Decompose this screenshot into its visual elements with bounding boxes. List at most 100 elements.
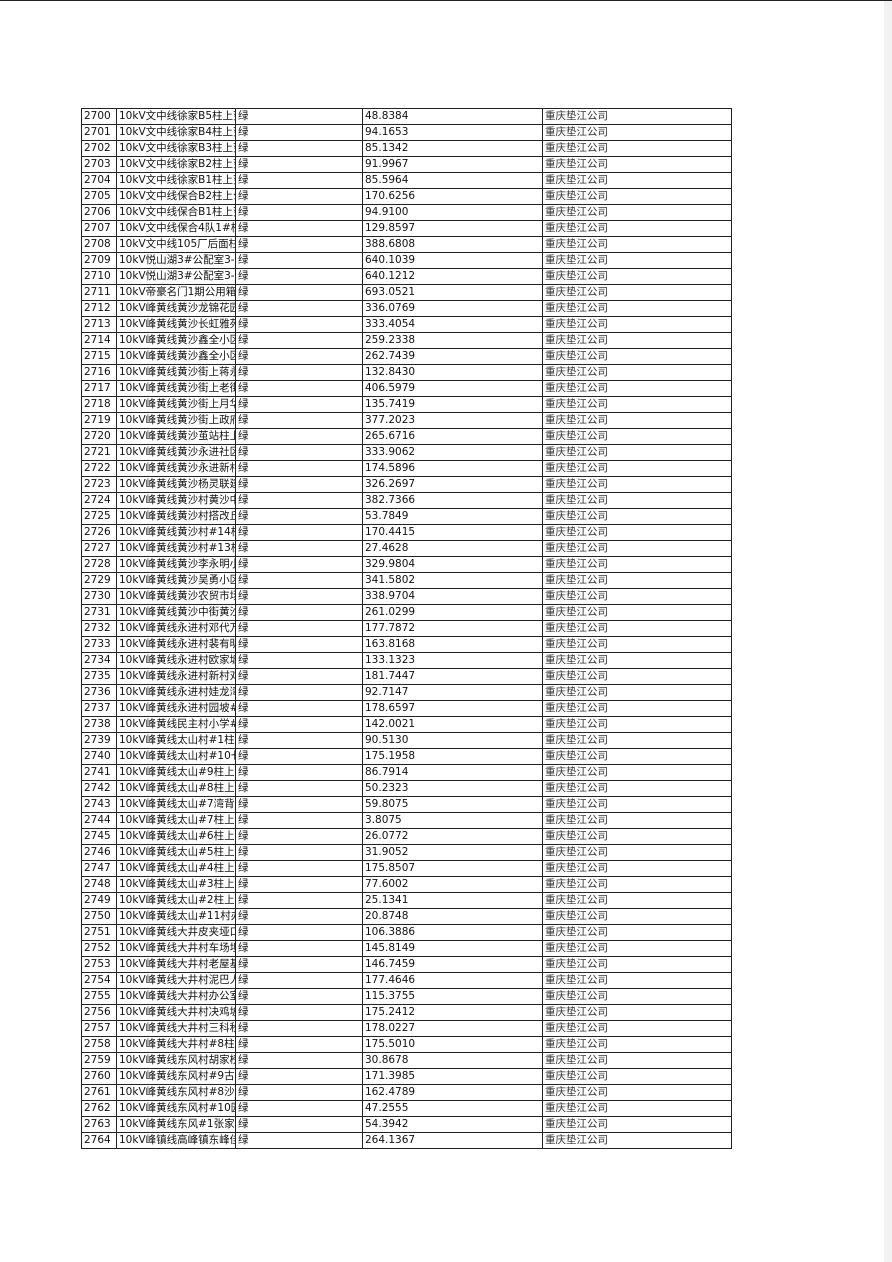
status-cell: 绿 [235,780,363,797]
value-cell: 54.3942 [362,1116,543,1133]
value-cell: 333.4054 [362,316,543,333]
table-row: 2702 10kV文中线徐家B3柱上变绿 85.1342 重庆垫江公司 [81,140,732,157]
value-cell: 94.1653 [362,124,543,141]
table-row: 2705 10kV文中线保合B2柱上公绿 170.6256 重庆垫江公司 [81,188,732,205]
status-cell: 绿 [235,364,363,381]
row-id-cell: 2749 [81,892,117,909]
row-id-cell: 2753 [81,956,117,973]
table-row: 2732 10kV峰黄线永进村邓代万绿 177.7872 重庆垫江公司 [81,620,732,637]
equipment-name-cell: 10kV峰黄线大井村#8柱上 [116,1036,236,1053]
value-cell: 133.1323 [362,652,543,669]
status-cell: 绿 [235,492,363,509]
row-id-cell: 2762 [81,1100,117,1117]
table-row: 2707 10kV文中线保合4队1#柱绿 129.8597 重庆垫江公司 [81,220,732,237]
company-cell: 重庆垫江公司 [542,1020,732,1037]
status-cell: 绿 [235,684,363,701]
row-id-cell: 2732 [81,620,117,637]
table-row: 2748 10kV峰黄线太山#3柱上公绿 77.6002 重庆垫江公司 [81,876,732,893]
table-row: 2749 10kV峰黄线太山#2柱上公绿 25.1341 重庆垫江公司 [81,892,732,909]
row-id-cell: 2736 [81,684,117,701]
table-row: 2764 10kV峰镇线高峰镇东峰佳绿 264.1367 重庆垫江公司 [81,1132,732,1149]
equipment-name-cell: 10kV峰黄线黄沙吴勇小区 [116,572,236,589]
status-cell: 绿 [235,572,363,589]
company-cell: 重庆垫江公司 [542,268,732,285]
equipment-name-cell: 10kV峰黄线永进村欧家塘 [116,652,236,669]
status-cell: 绿 [235,652,363,669]
value-cell: 132.8430 [362,364,543,381]
value-cell: 640.1212 [362,268,543,285]
status-cell: 绿 [235,268,363,285]
status-cell: 绿 [235,972,363,989]
value-cell: 175.5010 [362,1036,543,1053]
row-id-cell: 2731 [81,604,117,621]
value-cell: 265.6716 [362,428,543,445]
company-cell: 重庆垫江公司 [542,604,732,621]
row-id-cell: 2724 [81,492,117,509]
value-cell: 177.4646 [362,972,543,989]
status-cell: 绿 [235,1036,363,1053]
status-cell: 绿 [235,844,363,861]
value-cell: 171.3985 [362,1068,543,1085]
row-id-cell: 2708 [81,236,117,253]
equipment-name-cell: 10kV峰黄线太山村#10七 [116,748,236,765]
company-cell: 重庆垫江公司 [542,140,732,157]
table-row: 2710 10kV悦山湖3#公配室3-1 绿 640.1212 重庆垫江公司 [81,268,732,285]
table-row: 2713 10kV峰黄线黄沙长虹雅苑绿 333.4054 重庆垫江公司 [81,316,732,333]
company-cell: 重庆垫江公司 [542,716,732,733]
row-id-cell: 2737 [81,700,117,717]
row-id-cell: 2758 [81,1036,117,1053]
status-cell: 绿 [235,940,363,957]
company-cell: 重庆垫江公司 [542,1068,732,1085]
equipment-name-cell: 10kV文中线105厂后面柱 [116,236,236,253]
status-cell: 绿 [235,204,363,221]
value-cell: 86.7914 [362,764,543,781]
value-cell: 388.6808 [362,236,543,253]
equipment-name-cell: 10kV峰黄线黄沙街上月华 [116,396,236,413]
company-cell: 重庆垫江公司 [542,508,732,525]
status-cell: 绿 [235,524,363,541]
status-cell: 绿 [235,124,363,141]
table-row: 2743 10kV峰黄线太山#7湾背后绿 59.8075 重庆垫江公司 [81,796,732,813]
equipment-name-cell: 10kV峰黄线永进村裴有明 [116,636,236,653]
company-cell: 重庆垫江公司 [542,1052,732,1069]
row-id-cell: 2742 [81,780,117,797]
value-cell: 27.4628 [362,540,543,557]
table-row: 2742 10kV峰黄线太山#8柱上公绿 50.2323 重庆垫江公司 [81,780,732,797]
equipment-name-cell: 10kV峰黄线太山#7湾背后 [116,796,236,813]
value-cell: 146.7459 [362,956,543,973]
company-cell: 重庆垫江公司 [542,956,732,973]
equipment-name-cell: 10kV峰黄线太山#6柱上公 [116,828,236,845]
status-cell: 绿 [235,620,363,637]
company-cell: 重庆垫江公司 [542,636,732,653]
value-cell: 338.9704 [362,588,543,605]
value-cell: 91.9967 [362,156,543,173]
value-cell: 90.5130 [362,732,543,749]
table-row: 2715 10kV峰黄线黄沙鑫全小区绿 262.7439 重庆垫江公司 [81,348,732,365]
table-row: 2724 10kV峰黄线黄沙村黄沙中绿 382.7366 重庆垫江公司 [81,492,732,509]
table-row: 2738 10kV峰黄线民主村小学#9 绿 142.0021 重庆垫江公司 [81,716,732,733]
status-cell: 绿 [235,876,363,893]
equipment-name-cell: 10kV峰黄线黄沙中街黄沙 [116,604,236,621]
status-cell: 绿 [235,332,363,349]
table-row: 2720 10kV峰黄线黄沙茧站柱上绿 265.6716 重庆垫江公司 [81,428,732,445]
status-cell: 绿 [235,140,363,157]
value-cell: 85.1342 [362,140,543,157]
row-id-cell: 2700 [81,108,117,125]
equipment-name-cell: 10kV峰黄线黄沙鑫全小区 [116,332,236,349]
company-cell: 重庆垫江公司 [542,924,732,941]
row-id-cell: 2707 [81,220,117,237]
status-cell: 绿 [235,188,363,205]
company-cell: 重庆垫江公司 [542,556,732,573]
company-cell: 重庆垫江公司 [542,428,732,445]
status-cell: 绿 [235,348,363,365]
row-id-cell: 2744 [81,812,117,829]
value-cell: 264.1367 [362,1132,543,1149]
equipment-name-cell: 10kV峰黄线大井村决鸡坡 [116,1004,236,1021]
company-cell: 重庆垫江公司 [542,252,732,269]
equipment-name-cell: 10kV峰黄线黄沙杨灵联建 [116,476,236,493]
table-row: 2726 10kV峰黄线黄沙村#14柱绿 170.4415 重庆垫江公司 [81,524,732,541]
equipment-name-cell: 10kV文中线保合B1柱上变 [116,204,236,221]
value-cell: 129.8597 [362,220,543,237]
company-cell: 重庆垫江公司 [542,1084,732,1101]
row-id-cell: 2746 [81,844,117,861]
